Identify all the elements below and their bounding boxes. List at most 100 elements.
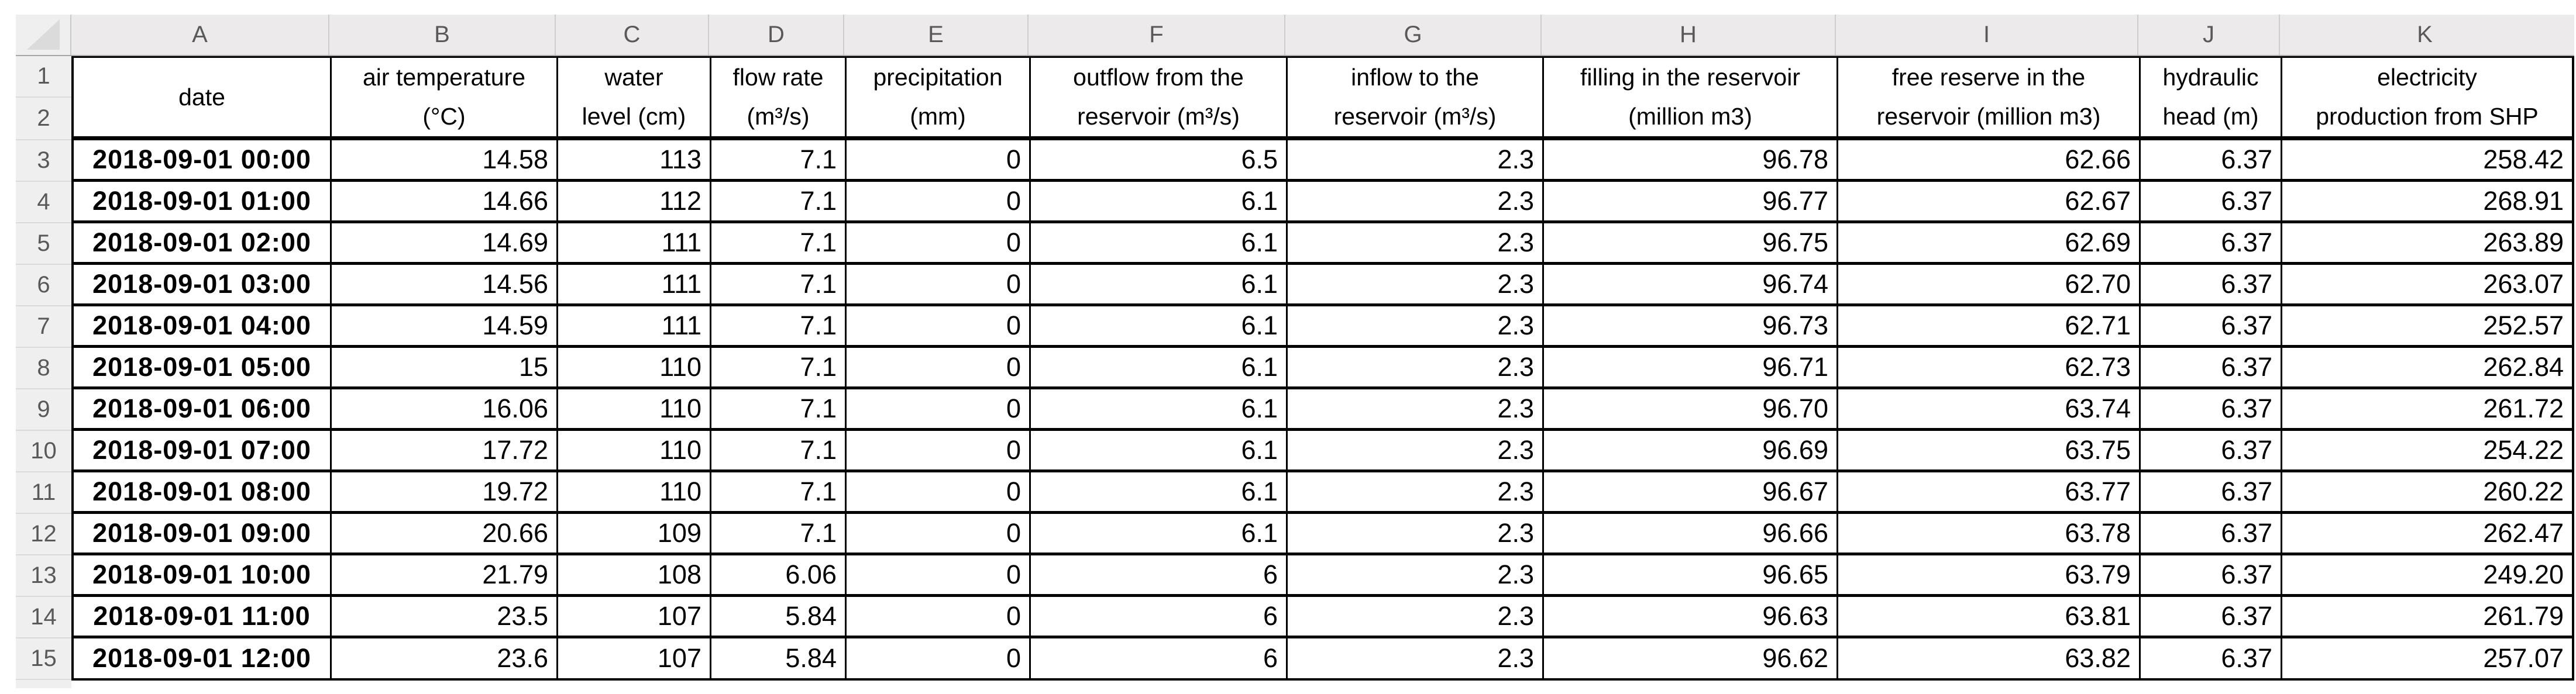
cell-G12[interactable]: 2.3: [1288, 514, 1544, 553]
cell-G6[interactable]: 2.3: [1288, 265, 1544, 303]
header-cell-I[interactable]: free reserve in the reservoir (million m3…: [1838, 58, 2141, 136]
cell-C4[interactable]: 112: [558, 182, 711, 220]
cell-C3[interactable]: 113: [558, 140, 711, 179]
cell-B15[interactable]: 23.6: [332, 638, 558, 678]
cell-D10[interactable]: 7.1: [711, 431, 847, 469]
cell-A13[interactable]: 2018-09-01 10:00: [74, 555, 332, 594]
column-letter-F[interactable]: F: [1029, 15, 1285, 55]
cell-K7[interactable]: 252.57: [2483, 310, 2564, 340]
cell-D7[interactable]: 7.1: [711, 306, 847, 345]
cell-B9[interactable]: 16.06: [332, 389, 558, 428]
row-number-5[interactable]: 5: [16, 223, 71, 265]
cell-B14[interactable]: 23.5: [332, 597, 558, 636]
cell-H10[interactable]: 96.69: [1544, 431, 1838, 469]
cell-G3[interactable]: 2.3: [1288, 140, 1544, 179]
cell-I3[interactable]: 62.66: [1838, 140, 2141, 179]
cell-C6[interactable]: 111: [558, 265, 711, 303]
cell-I15[interactable]: 63.82: [1838, 638, 2141, 678]
cell-A3[interactable]: 2018-09-01 00:00: [74, 140, 332, 179]
cell-F7[interactable]: 6.1: [1031, 306, 1288, 345]
cell-B5[interactable]: 14.69: [332, 223, 558, 262]
header-cell-F[interactable]: outflow from the reservoir (m³/s): [1031, 58, 1288, 136]
cell-B11[interactable]: 19.72: [332, 472, 558, 511]
cell-K6[interactable]: 263.07: [2483, 269, 2564, 299]
row-number-4[interactable]: 4: [16, 182, 71, 223]
cell-B3[interactable]: 14.58: [332, 140, 558, 179]
cell-C8[interactable]: 110: [558, 348, 711, 386]
header-cell-B[interactable]: air temperature (°C): [332, 58, 558, 136]
cell-A6[interactable]: 2018-09-01 03:00: [74, 265, 332, 303]
cell-G5[interactable]: 2.3: [1288, 223, 1544, 262]
cell-A5[interactable]: 2018-09-01 02:00: [74, 223, 332, 262]
cell-H14[interactable]: 96.63: [1544, 597, 1838, 636]
cell-D6[interactable]: 7.1: [711, 265, 847, 303]
cell-D13[interactable]: 6.06: [711, 555, 847, 594]
cell-H5[interactable]: 96.75: [1544, 223, 1838, 262]
cell-B6[interactable]: 14.56: [332, 265, 558, 303]
select-all-corner[interactable]: [16, 15, 71, 55]
cell-D15[interactable]: 5.84: [711, 638, 847, 678]
cell-E4[interactable]: 0: [847, 182, 1031, 220]
cell-J13[interactable]: 6.37: [2141, 555, 2282, 594]
cell-A4[interactable]: 2018-09-01 01:00: [74, 182, 332, 220]
cell-A7[interactable]: 2018-09-01 04:00: [74, 306, 332, 345]
cell-J8[interactable]: 6.37: [2141, 348, 2282, 386]
cell-D12[interactable]: 7.1: [711, 514, 847, 553]
cell-F5[interactable]: 6.1: [1031, 223, 1288, 262]
cell-F10[interactable]: 6.1: [1031, 431, 1288, 469]
cell-I4[interactable]: 62.67: [1838, 182, 2141, 220]
cell-I10[interactable]: 63.75: [1838, 431, 2141, 469]
cell-G8[interactable]: 2.3: [1288, 348, 1544, 386]
cell-B8[interactable]: 15: [332, 348, 558, 386]
cell-G9[interactable]: 2.3: [1288, 389, 1544, 428]
column-letter-K[interactable]: K: [2417, 22, 2433, 47]
row-number-8[interactable]: 8: [16, 348, 71, 389]
cell-F3[interactable]: 6.5: [1031, 140, 1288, 179]
cell-E9[interactable]: 0: [847, 389, 1031, 428]
cell-J9[interactable]: 6.37: [2141, 389, 2282, 428]
cell-B13[interactable]: 21.79: [332, 555, 558, 594]
cell-F11[interactable]: 6.1: [1031, 472, 1288, 511]
cell-F6[interactable]: 6.1: [1031, 265, 1288, 303]
cell-H8[interactable]: 96.71: [1544, 348, 1838, 386]
cell-C14[interactable]: 107: [558, 597, 711, 636]
cell-E7[interactable]: 0: [847, 306, 1031, 345]
cell-F15[interactable]: 6: [1031, 638, 1288, 678]
cell-K4[interactable]: 268.91: [2483, 186, 2564, 216]
cell-J11[interactable]: 6.37: [2141, 472, 2282, 511]
cell-J14[interactable]: 6.37: [2141, 597, 2282, 636]
cell-J3[interactable]: 6.37: [2141, 140, 2282, 179]
row-number-13[interactable]: 13: [16, 555, 71, 597]
cell-D11[interactable]: 7.1: [711, 472, 847, 511]
cell-C13[interactable]: 108: [558, 555, 711, 594]
cell-F8[interactable]: 6.1: [1031, 348, 1288, 386]
row-number-14[interactable]: 14: [16, 597, 71, 638]
cell-K15[interactable]: 257.07: [2483, 643, 2564, 673]
cell-B12[interactable]: 20.66: [332, 514, 558, 553]
cell-F14[interactable]: 6: [1031, 597, 1288, 636]
cell-K5[interactable]: 263.89: [2483, 227, 2564, 257]
cell-A8[interactable]: 2018-09-01 05:00: [74, 348, 332, 386]
cell-C10[interactable]: 110: [558, 431, 711, 469]
cell-D5[interactable]: 7.1: [711, 223, 847, 262]
cell-H9[interactable]: 96.70: [1544, 389, 1838, 428]
column-letter-B[interactable]: B: [329, 15, 556, 55]
cell-D3[interactable]: 7.1: [711, 140, 847, 179]
cell-I9[interactable]: 63.74: [1838, 389, 2141, 428]
column-letter-E[interactable]: E: [844, 15, 1029, 55]
header-cell-J[interactable]: hydraulic head (m): [2141, 58, 2282, 136]
cell-G11[interactable]: 2.3: [1288, 472, 1544, 511]
column-letter-D[interactable]: D: [709, 15, 844, 55]
cell-I11[interactable]: 63.77: [1838, 472, 2141, 511]
cell-H12[interactable]: 96.66: [1544, 514, 1838, 553]
cell-E10[interactable]: 0: [847, 431, 1031, 469]
cell-I8[interactable]: 62.73: [1838, 348, 2141, 386]
cell-K3[interactable]: 258.42: [2483, 144, 2564, 174]
cell-A15[interactable]: 2018-09-01 12:00: [74, 638, 332, 678]
cell-E13[interactable]: 0: [847, 555, 1031, 594]
header-cell-G[interactable]: inflow to the reservoir (m³/s): [1288, 58, 1544, 136]
cell-K13[interactable]: 249.20: [2483, 560, 2564, 589]
column-letter-I[interactable]: I: [1836, 15, 2138, 55]
cell-E5[interactable]: 0: [847, 223, 1031, 262]
cell-F9[interactable]: 6.1: [1031, 389, 1288, 428]
